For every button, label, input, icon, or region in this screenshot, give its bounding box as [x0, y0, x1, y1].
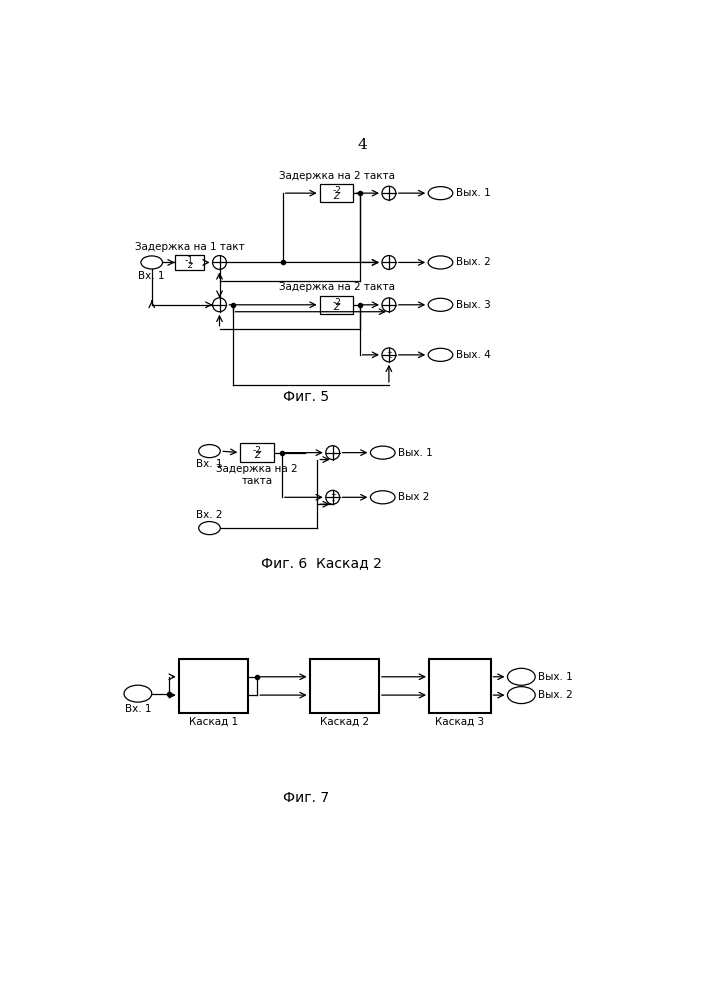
Text: -2: -2 [253, 446, 262, 455]
Ellipse shape [199, 445, 221, 458]
Text: Z: Z [255, 451, 260, 460]
Bar [240, 443, 274, 462]
Circle shape [213, 256, 226, 269]
Text: z: z [187, 261, 192, 270]
Text: Вх. 1: Вх. 1 [124, 704, 151, 714]
Ellipse shape [508, 668, 535, 685]
Text: Вых. 4: Вых. 4 [456, 350, 491, 360]
Text: Фиг. 6  Каскад 2: Фиг. 6 Каскад 2 [261, 556, 382, 570]
Text: -2: -2 [332, 186, 341, 195]
Ellipse shape [428, 298, 452, 311]
Bar [320, 184, 354, 202]
Text: Каскад 1: Каскад 1 [189, 717, 238, 727]
Ellipse shape [124, 685, 152, 702]
Ellipse shape [508, 687, 535, 704]
Text: Вых. 3: Вых. 3 [456, 300, 491, 310]
Circle shape [326, 446, 339, 460]
Text: +: + [331, 492, 337, 498]
Ellipse shape [428, 256, 452, 269]
Circle shape [326, 490, 339, 504]
Bar [429, 659, 491, 713]
Text: Каскад 3: Каскад 3 [436, 717, 484, 727]
Text: 4: 4 [358, 138, 368, 152]
Circle shape [382, 298, 396, 312]
Ellipse shape [141, 256, 163, 269]
Circle shape [213, 298, 226, 312]
Text: Фиг. 5: Фиг. 5 [283, 390, 329, 404]
Text: Вых. 1: Вых. 1 [456, 188, 491, 198]
Ellipse shape [428, 348, 452, 361]
Ellipse shape [370, 446, 395, 459]
Text: -: - [388, 353, 391, 362]
Text: Вых. 1: Вых. 1 [398, 448, 433, 458]
Text: -2: -2 [332, 298, 341, 307]
Text: Вых 2: Вых 2 [398, 492, 430, 502]
Text: Z: Z [334, 303, 339, 312]
Text: +: + [387, 350, 392, 356]
Text: Задержка на 2
такта: Задержка на 2 такта [216, 464, 298, 486]
Text: Вх. 2: Вх. 2 [197, 510, 223, 520]
Ellipse shape [428, 187, 452, 200]
Text: Вых. 2: Вых. 2 [456, 257, 491, 267]
Text: Задержка на 2 такта: Задержка на 2 такта [279, 171, 395, 181]
Bar [320, 296, 354, 314]
Text: Z: Z [334, 192, 339, 201]
Text: Вых. 2: Вых. 2 [538, 690, 573, 700]
Text: Каскад 2: Каскад 2 [320, 717, 369, 727]
Text: Задержка на 2 такта: Задержка на 2 такта [279, 282, 395, 292]
Text: -: - [332, 496, 335, 505]
Ellipse shape [370, 491, 395, 504]
Text: Вх. 1: Вх. 1 [197, 459, 223, 469]
Circle shape [382, 186, 396, 200]
Text: Фиг. 7: Фиг. 7 [283, 791, 329, 805]
Text: Вх. 1: Вх. 1 [139, 271, 165, 281]
Ellipse shape [199, 522, 221, 535]
Text: -1: -1 [185, 256, 194, 265]
Bar [179, 659, 248, 713]
Text: Задержка на 1 такт: Задержка на 1 такт [134, 242, 245, 252]
Circle shape [382, 348, 396, 362]
Text: Вых. 1: Вых. 1 [538, 672, 573, 682]
Circle shape [382, 256, 396, 269]
Bar [175, 255, 204, 270]
Bar [310, 659, 379, 713]
